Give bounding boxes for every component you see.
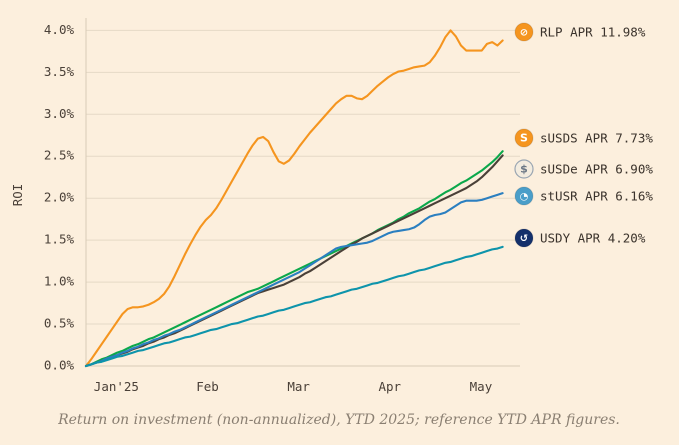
series-line-rlp: [84, 29, 504, 368]
legend-label: sUSDe APR 6.90%: [540, 162, 653, 177]
y-axis-title: ROI: [10, 184, 25, 207]
series-lines: [84, 29, 504, 368]
rlp-token-icon-glyph: ⊘: [520, 28, 528, 39]
x-tick-label: Mar: [287, 379, 310, 394]
x-tick-label: Feb: [196, 379, 219, 394]
usdy-token-icon: [514, 228, 534, 248]
y-axis-tick-labels: 0.0% 0.5% 1.0% 1.5% 2.0% 2.5% 3.0% 3.5% 4.0%: [44, 22, 75, 373]
usdy-token-icon-glyph: ↺: [520, 234, 528, 245]
axis-lines: [85, 18, 520, 367]
susds-token-icon-glyph: S: [520, 132, 528, 145]
x-tick-label: Jan'25: [94, 379, 139, 394]
legend-label: sUSDS APR 7.73%: [540, 131, 653, 146]
legend-item-stusr[interactable]: ◔ stUSR APR 6.16%: [514, 186, 653, 206]
stusr-token-icon-glyph: ◔: [520, 192, 529, 203]
x-axis-tick-labels: Jan'25 Feb Mar Apr May: [94, 379, 493, 394]
stusr-token-icon: [514, 186, 534, 206]
y-tick-label: 3.0%: [44, 106, 75, 121]
x-tick-label: Apr: [379, 379, 402, 394]
y-tick-label: 2.5%: [44, 148, 75, 163]
y-axis-title-text: ROI: [10, 184, 25, 207]
y-tick-label: 0.0%: [44, 358, 75, 373]
y-tick-label: 4.0%: [44, 22, 75, 37]
susde-token-icon: [514, 159, 534, 179]
y-tick-label: 0.5%: [44, 316, 75, 331]
susde-token-icon-glyph: $: [520, 163, 528, 176]
legend-item-rlp[interactable]: ⊘ RLP APR 11.98%: [514, 22, 646, 42]
legend-item-susde[interactable]: $ sUSDe APR 6.90%: [514, 159, 653, 179]
series-line-susde: [84, 154, 504, 368]
rlp-token-icon: [514, 22, 534, 42]
y-tick-label: 1.5%: [44, 232, 75, 247]
susds-token-icon: [514, 128, 534, 148]
legend: ⊘ RLP APR 11.98% S sUSDS APR 7.73% $ sUSDe AP…: [514, 22, 653, 248]
caption-text: Return on investment (non-annualized), Y…: [57, 412, 620, 428]
y-tick-label: 1.0%: [44, 274, 75, 289]
legend-label: USDY APR 4.20%: [540, 231, 646, 246]
legend-item-usdy[interactable]: ↺ USDY APR 4.20%: [514, 228, 646, 248]
series-line-stusr: [84, 192, 504, 368]
y-tick-label: 3.5%: [44, 64, 75, 79]
series-line-susds: [84, 150, 504, 368]
x-tick-label: May: [470, 379, 493, 394]
legend-label: RLP APR 11.98%: [540, 25, 646, 40]
chart-caption: Return on investment (non-annualized), Y…: [57, 412, 620, 428]
legend-label: stUSR APR 6.16%: [540, 189, 653, 204]
y-tick-label: 2.0%: [44, 190, 75, 205]
series-line-usdy: [84, 245, 504, 368]
